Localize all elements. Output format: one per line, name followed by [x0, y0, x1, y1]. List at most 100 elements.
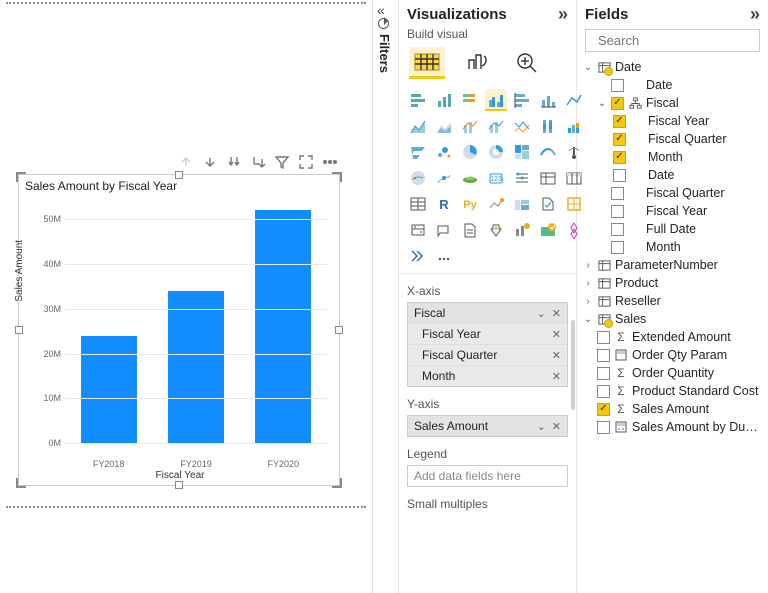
viz-type-icon[interactable] — [563, 193, 585, 215]
viz-type-icon[interactable]: R — [433, 193, 455, 215]
drill-up-icon[interactable] — [177, 153, 195, 171]
field-checkbox[interactable] — [613, 133, 626, 146]
caret-icon[interactable]: ⌄ — [597, 98, 607, 109]
viz-type-icon[interactable] — [433, 219, 455, 241]
viz-type-icon[interactable] — [537, 167, 559, 189]
viz-type-icon[interactable]: 123 — [485, 167, 507, 189]
bar-chart-visual[interactable]: Sales Amount by Fiscal Year Sales Amount… — [18, 174, 340, 486]
field-tree-node[interactable]: Fiscal Year — [579, 202, 766, 220]
viz-type-icon[interactable] — [485, 141, 507, 163]
viz-type-icon[interactable] — [537, 219, 559, 241]
field-checkbox[interactable] — [597, 367, 610, 380]
scrollbar[interactable] — [571, 320, 575, 410]
remove-field-icon[interactable]: ✕ — [552, 370, 561, 383]
expand-all-down-icon[interactable] — [225, 153, 243, 171]
field-checkbox[interactable] — [611, 79, 624, 92]
field-checkbox[interactable] — [613, 115, 626, 128]
viz-type-icon[interactable] — [563, 141, 585, 163]
viz-type-icon[interactable] — [563, 219, 585, 241]
viz-type-icon[interactable] — [537, 193, 559, 215]
resize-handle[interactable] — [15, 326, 23, 334]
caret-icon[interactable]: ⌄ — [583, 62, 593, 73]
viz-type-icon[interactable] — [563, 115, 585, 137]
y-axis-field[interactable]: Sales Amount ⌄✕ — [408, 416, 567, 436]
viz-type-icon[interactable] — [511, 89, 533, 111]
chart-bar[interactable] — [255, 210, 311, 443]
viz-type-icon[interactable] — [407, 115, 429, 137]
chart-bar[interactable] — [168, 291, 224, 443]
field-checkbox[interactable] — [597, 349, 610, 362]
y-axis-well[interactable]: Sales Amount ⌄✕ — [407, 415, 568, 437]
field-checkbox[interactable] — [597, 331, 610, 344]
viz-type-icon[interactable] — [407, 167, 429, 189]
remove-field-icon[interactable]: ✕ — [552, 307, 561, 320]
field-tree-node[interactable]: Sales Amount by Du… — [579, 418, 766, 436]
filter-icon[interactable] — [273, 153, 291, 171]
viz-type-icon[interactable] — [485, 89, 507, 111]
viz-type-icon[interactable] — [459, 219, 481, 241]
x-axis-well[interactable]: Fiscal ⌄✕ Fiscal Year✕Fiscal Quarter✕Mon… — [407, 302, 568, 387]
viz-type-icon[interactable] — [485, 115, 507, 137]
viz-type-icon[interactable] — [407, 89, 429, 111]
x-axis-subfield[interactable]: Fiscal Quarter✕ — [408, 345, 567, 366]
field-checkbox[interactable] — [613, 169, 626, 182]
field-tree-node[interactable]: Month — [579, 148, 766, 166]
focus-mode-icon[interactable] — [297, 153, 315, 171]
resize-handle[interactable] — [16, 172, 26, 182]
field-tree-node[interactable]: Date — [579, 76, 766, 94]
viz-type-icon[interactable] — [511, 141, 533, 163]
viz-type-icon[interactable] — [459, 89, 481, 111]
field-tree-node[interactable]: ⌄Date — [579, 58, 766, 76]
x-axis-subfield[interactable]: Fiscal Year✕ — [408, 324, 567, 345]
field-tree-node[interactable]: Order Qty Param — [579, 346, 766, 364]
chevron-down-icon[interactable]: ⌄ — [537, 420, 546, 433]
field-checkbox[interactable] — [611, 97, 624, 110]
collapse-fields-icon[interactable]: » — [750, 4, 760, 25]
viz-type-icon[interactable] — [459, 141, 481, 163]
viz-type-icon[interactable] — [459, 167, 481, 189]
x-axis-subfield[interactable]: Month✕ — [408, 366, 567, 386]
resize-handle[interactable] — [175, 171, 183, 179]
viz-type-icon[interactable] — [433, 245, 455, 267]
resize-handle[interactable] — [16, 478, 26, 488]
remove-field-icon[interactable]: ✕ — [552, 328, 561, 341]
field-tree-node[interactable]: Fiscal Quarter — [579, 184, 766, 202]
viz-type-icon[interactable] — [407, 141, 429, 163]
field-tree-node[interactable]: Extended Amount — [579, 328, 766, 346]
viz-type-icon[interactable]: Py — [459, 193, 481, 215]
field-checkbox[interactable] — [611, 241, 624, 254]
tab-format-visual[interactable] — [459, 47, 495, 79]
viz-type-icon[interactable] — [433, 89, 455, 111]
tab-build-visual[interactable] — [409, 47, 445, 79]
tab-analytics[interactable] — [509, 47, 545, 79]
viz-type-icon[interactable] — [537, 115, 559, 137]
viz-type-icon[interactable] — [407, 245, 429, 267]
caret-icon[interactable]: › — [583, 296, 593, 307]
viz-type-icon[interactable] — [459, 115, 481, 137]
caret-icon[interactable]: › — [583, 260, 593, 271]
field-tree-node[interactable]: Full Date — [579, 220, 766, 238]
viz-type-icon[interactable] — [511, 193, 533, 215]
field-checkbox[interactable] — [597, 385, 610, 398]
viz-type-icon[interactable] — [433, 115, 455, 137]
more-options-icon[interactable] — [321, 153, 339, 171]
viz-type-icon[interactable] — [537, 89, 559, 111]
viz-type-icon[interactable] — [511, 219, 533, 241]
chevron-down-icon[interactable]: ⌄ — [537, 307, 546, 320]
field-checkbox[interactable] — [611, 187, 624, 200]
resize-handle[interactable] — [332, 172, 342, 182]
drill-down-icon[interactable] — [201, 153, 219, 171]
field-tree-node[interactable]: Month — [579, 238, 766, 256]
viz-type-icon[interactable] — [485, 219, 507, 241]
caret-icon[interactable]: ⌄ — [583, 314, 593, 325]
viz-type-icon[interactable] — [537, 141, 559, 163]
viz-type-icon[interactable] — [563, 167, 585, 189]
search-input[interactable] — [598, 33, 768, 48]
viz-type-icon[interactable] — [511, 167, 533, 189]
field-checkbox[interactable] — [611, 205, 624, 218]
field-tree-node[interactable]: ›ParameterNumber — [579, 256, 766, 274]
viz-type-icon[interactable] — [563, 89, 585, 111]
viz-type-icon[interactable] — [407, 193, 429, 215]
resize-handle[interactable] — [332, 478, 342, 488]
remove-field-icon[interactable]: ✕ — [552, 420, 561, 433]
